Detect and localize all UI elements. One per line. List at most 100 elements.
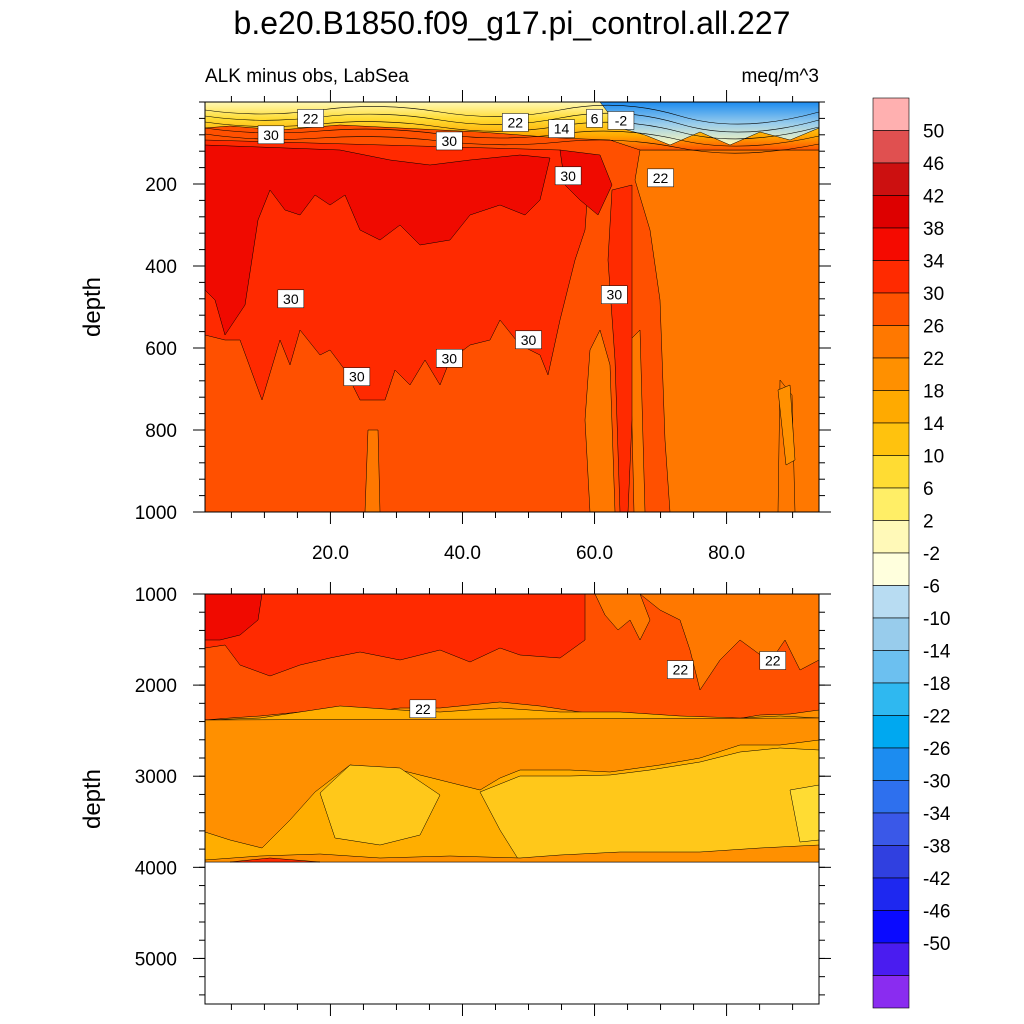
colorbar-label: 18 [923, 382, 944, 403]
chart-title: b.e20.B1850.f09_g17.pi_control.all.227 [234, 5, 791, 41]
colorbar-label: 14 [923, 414, 945, 435]
contour-label-text: 22 [673, 662, 689, 678]
contour-label: 22 [502, 113, 529, 132]
y-tick-label: 600 [145, 339, 177, 360]
top-region-22-thin [629, 329, 646, 512]
colorbar-swatch [872, 942, 910, 976]
contour-label: 30 [515, 330, 542, 350]
colorbar-label: 2 [923, 512, 934, 533]
colorbar-swatch [872, 877, 910, 911]
top-region-22-right [634, 149, 819, 512]
y-tick-label: 5000 [135, 949, 177, 970]
colorbar-swatch [872, 812, 910, 846]
colorbar-swatch [872, 97, 910, 131]
x-tick-label: 20.0 [312, 543, 349, 564]
contour-label: 14 [548, 119, 575, 138]
top-region-34 [205, 144, 551, 336]
contour-label-text: 30 [349, 369, 365, 385]
colorbar-label: -2 [923, 544, 940, 565]
bottom-region-10-right [789, 784, 819, 843]
x-tick-label: 80.0 [708, 543, 745, 564]
colorbar-label: 26 [923, 317, 944, 338]
colorbar-label: 34 [923, 252, 945, 273]
colorbar-swatch [872, 552, 910, 586]
y-tick-label: 800 [145, 421, 177, 442]
contour-label-text: 30 [607, 287, 623, 303]
colorbar-swatch [872, 617, 910, 651]
contour-label-text: 14 [554, 121, 570, 137]
y-tick-label: 1000 [135, 585, 177, 606]
colorbar-swatch [872, 975, 910, 1009]
bottom-region-34 [205, 594, 263, 641]
colorbar-label: -38 [923, 837, 950, 858]
contour-label-text: 30 [560, 168, 576, 184]
contour-label-text: 22 [508, 115, 524, 131]
colorbar-swatch [872, 357, 910, 391]
contour-label-text: 30 [441, 350, 457, 366]
colorbar-label: 30 [923, 284, 944, 305]
colorbar-label: 46 [923, 154, 944, 175]
contour-label: 22 [297, 109, 324, 128]
bottom-region-18-base [205, 844, 819, 863]
colorbar-swatch [872, 650, 910, 684]
top-region-22-pocket [364, 429, 381, 512]
colorbar: 50 46 42 38 34 30 26 22 18 14 10 6 2 -2 -6 -10 -14 -18 -22… [872, 97, 951, 1009]
contour-label: 30 [601, 285, 628, 304]
bottom-floor-line [229, 857, 321, 863]
contour-label-text: 30 [521, 332, 537, 348]
contour-label: 30 [436, 131, 463, 151]
x-tick-label: 60.0 [576, 543, 613, 564]
y-tick-label: 4000 [135, 858, 177, 879]
contour-label: 30 [277, 289, 305, 309]
contour-label-text: 30 [283, 291, 299, 307]
bottom-axis-ticks: 1000 2000 3000 4000 5000 [135, 582, 831, 1016]
contour-label: 22 [647, 168, 674, 188]
colorbar-label: -30 [923, 772, 950, 793]
contour-label: 6 [586, 109, 603, 128]
bottom-region-14-blob1 [319, 764, 441, 846]
contour-label: 30 [343, 367, 371, 386]
colorbar-swatch [872, 910, 910, 944]
contour-label: 22 [667, 660, 694, 679]
bottom-contour-labels: 22 22 22 [409, 651, 787, 719]
y-tick-label: 1000 [135, 503, 177, 524]
chart-units: meq/m^3 [741, 66, 819, 87]
colorbar-swatch [872, 455, 910, 489]
colorbar-swatch [872, 715, 910, 749]
colorbar-swatch [872, 260, 910, 294]
colorbar-label: 50 [923, 122, 944, 143]
bottom-panel: 1000 2000 3000 4000 5000 depth 22 22 22 [79, 582, 831, 1016]
contour-label: 22 [409, 699, 437, 719]
colorbar-swatch [872, 682, 910, 716]
colorbar-label: -26 [923, 739, 950, 760]
contour-label-text: 22 [765, 653, 781, 669]
colorbar-swatch [872, 130, 910, 164]
y-tick-label: 3000 [135, 767, 177, 788]
y-tick-label: 200 [145, 175, 177, 196]
contour-label-text: 22 [415, 701, 431, 717]
top-panel: 200 400 600 800 1000 20.0 40.0 60.0 80.0 depth 2… [79, 90, 831, 564]
colorbar-swatch [872, 390, 910, 424]
contour-label: -2 [607, 111, 635, 130]
colorbar-swatch [872, 195, 910, 229]
colorbar-label: 6 [923, 479, 934, 500]
colorbar-swatch [872, 585, 910, 619]
top-region-18-pocket [777, 384, 796, 466]
colorbar-label: -14 [923, 642, 951, 663]
colorbar-swatch [872, 292, 910, 326]
top-axis-ticks: 200 400 600 800 1000 20.0 40.0 60.0 80.0 [135, 90, 831, 564]
bottom-panel-frame [204, 593, 820, 1005]
colorbar-label: 42 [923, 187, 944, 208]
colorbar-label: 22 [923, 349, 944, 370]
contour-label: 30 [257, 125, 285, 145]
colorbar-swatch [872, 162, 910, 196]
colorbar-label: -46 [923, 902, 950, 923]
bottom-ylabel: depth [79, 769, 106, 829]
colorbar-label: 10 [923, 447, 944, 468]
contour-label-text: 30 [263, 127, 279, 143]
y-tick-label: 400 [145, 257, 177, 278]
top-panel-frame [204, 101, 820, 513]
colorbar-swatch [872, 487, 910, 521]
chart-subtitle: ALK minus obs, LabSea [205, 66, 409, 87]
bottom-region-30 [205, 594, 586, 677]
